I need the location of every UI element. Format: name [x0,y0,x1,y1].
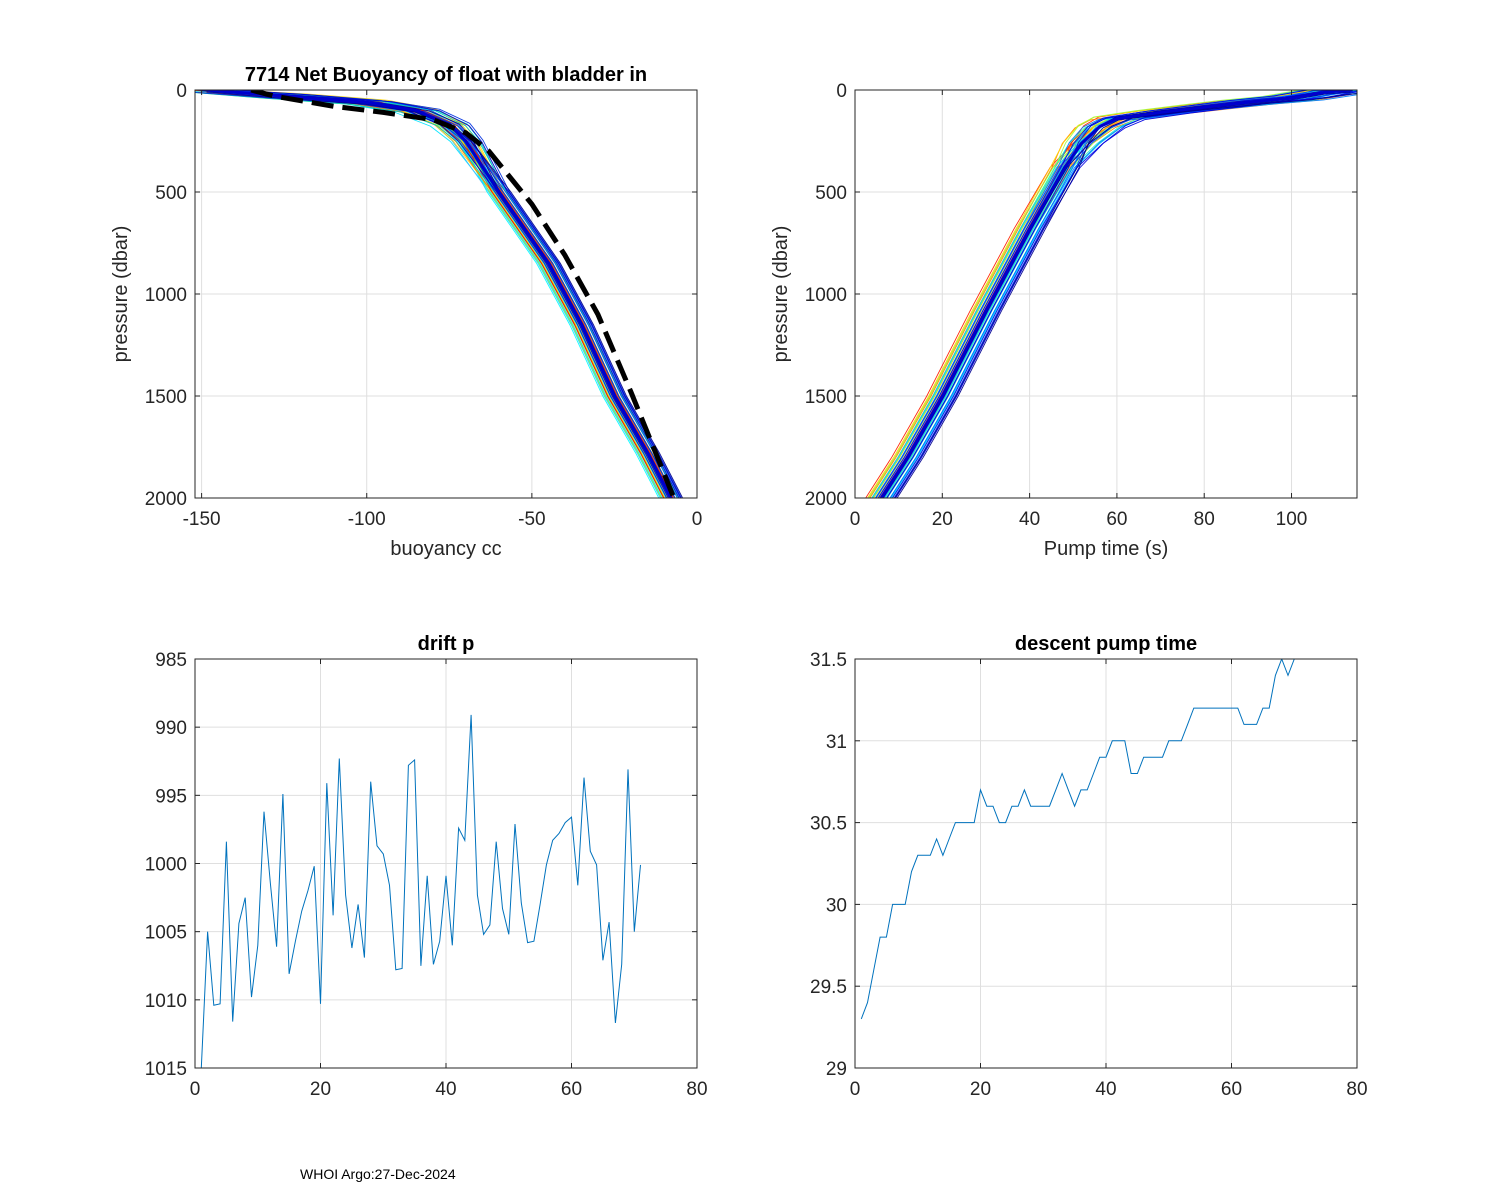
y-axis-label: pressure (dbar) [770,226,792,363]
profile-mean-line [208,90,672,498]
plot-area [195,90,684,498]
data-line [860,659,1301,1020]
y-tick-label: 500 [155,183,187,204]
y-tick-label: 1015 [145,1059,187,1080]
x-tick-label: 40 [1095,1079,1116,1100]
x-tick-label: 40 [435,1079,456,1100]
y-tick-label: 1500 [145,387,187,408]
drift-pressure-chart: 0 20 40 60 80 985 990 995 1000 1005 1010 1015 drift … [145,633,708,1100]
y-tick-label: 1005 [145,923,187,944]
y-tick-label: 995 [155,786,187,807]
x-tick-label: 60 [1221,1079,1242,1100]
x-tick-label: 20 [932,509,953,530]
y-tick-label: 500 [815,183,847,204]
x-tick-label: 60 [1106,509,1127,530]
y-tick-label: 31 [826,732,847,753]
y-tick-label: 31.5 [810,650,847,671]
reference-dashed-line [250,90,677,498]
chart-title: descent pump time [1015,633,1197,655]
x-tick-label: 0 [692,509,703,530]
x-tick-label: 80 [686,1079,707,1100]
y-tick-label: 1500 [805,387,847,408]
data-line [200,714,641,1068]
y-tick-label: 29 [826,1059,847,1080]
y-tick-label: 30.5 [810,814,847,835]
x-tick-label: 0 [850,509,861,530]
x-tick-label: 100 [1276,509,1308,530]
y-tick-label: 985 [155,650,187,671]
chart-title: 7714 Net Buoyancy of float with bladder … [245,64,647,86]
y-tick-label: 1000 [145,285,187,306]
y-tick-label: 1000 [805,285,847,306]
profile-mean-line [879,90,1353,498]
y-tick-label: 2000 [145,489,187,510]
x-tick-label: 40 [1019,509,1040,530]
x-axis-label: buoyancy cc [390,538,501,560]
chart-title: drift p [418,633,475,655]
x-axis-label: Pump time (s) [1044,538,1168,560]
y-tick-label: 0 [176,81,187,102]
y-tick-label: 29.5 [810,977,847,998]
buoyancy-chart: -150 -100 -50 0 0 500 1000 1500 2000 7714 Net Buo… [110,64,702,560]
y-axis-label: pressure (dbar) [110,226,132,363]
profile-line [236,90,680,498]
x-tick-label: 20 [310,1079,331,1100]
y-tick-label: 1000 [145,855,187,876]
x-tick-label: -100 [348,509,386,530]
y-tick-label: 0 [836,81,847,102]
y-tick-label: 1010 [145,991,187,1012]
plot-area [865,90,1357,498]
x-tick-label: 60 [561,1079,582,1100]
y-tick-label: 2000 [805,489,847,510]
x-tick-label: 20 [970,1079,991,1100]
x-tick-label: 80 [1194,509,1215,530]
x-tick-label: 0 [190,1079,201,1100]
x-tick-label: 80 [1346,1079,1367,1100]
x-tick-label: -50 [518,509,545,530]
profile-line [892,91,1357,498]
x-tick-label: 0 [850,1079,861,1100]
descent-pump-time-chart: 0 20 40 60 80 29 29.5 30 30.5 31 31.5 descent pump … [810,633,1368,1100]
profile-line [895,92,1357,498]
y-tick-label: 990 [155,718,187,739]
y-tick-label: 30 [826,895,847,916]
x-tick-label: -150 [183,509,221,530]
plot-area [860,659,1301,1020]
footer-text: WHOI Argo:27-Dec-2024 [300,1166,456,1182]
profile-line [877,90,1334,498]
plot-area [200,714,641,1068]
